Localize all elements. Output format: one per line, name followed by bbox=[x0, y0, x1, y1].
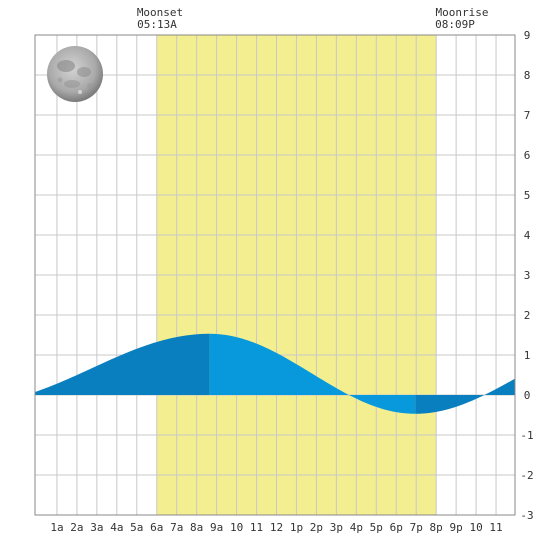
x-tick-label: 8a bbox=[190, 521, 203, 534]
y-tick-label: -2 bbox=[520, 469, 533, 482]
x-tick-label: 1a bbox=[50, 521, 63, 534]
y-tick-label: 4 bbox=[524, 229, 531, 242]
x-tick-label: 3a bbox=[90, 521, 103, 534]
x-tick-label: 9p bbox=[449, 521, 462, 534]
x-tick-label: 2p bbox=[310, 521, 323, 534]
tide-area-falling bbox=[209, 333, 416, 414]
moonrise-label: Moonrise bbox=[436, 6, 489, 19]
plot-frame bbox=[34, 34, 516, 516]
y-tick-label: 9 bbox=[524, 29, 531, 42]
y-tick-labels: -3 -2 -1 0 1 2 3 4 5 6 7 8 9 bbox=[520, 29, 533, 522]
y-tick-label: -3 bbox=[520, 509, 533, 522]
x-tick-label: 4p bbox=[350, 521, 363, 534]
y-tick-label: 1 bbox=[524, 349, 531, 362]
x-tick-label: 10 bbox=[469, 521, 482, 534]
moonrise-time: 08:09P bbox=[435, 18, 475, 31]
moonset-label: Moonset bbox=[137, 6, 183, 19]
x-tick-label: 5a bbox=[130, 521, 143, 534]
x-tick-label: 9a bbox=[210, 521, 223, 534]
x-tick-label: 4a bbox=[110, 521, 123, 534]
x-tick-label: 8p bbox=[430, 521, 443, 534]
y-tick-label: 0 bbox=[524, 389, 531, 402]
x-tick-label: 6p bbox=[390, 521, 403, 534]
grid bbox=[35, 35, 515, 515]
x-tick-label: 12 bbox=[270, 521, 283, 534]
y-tick-label: 7 bbox=[524, 109, 531, 122]
full-moon-icon bbox=[47, 46, 103, 102]
x-tick-label: 11 bbox=[489, 521, 502, 534]
x-tick-label: 5p bbox=[370, 521, 383, 534]
x-tick-label: 6a bbox=[150, 521, 163, 534]
y-tick-label: -1 bbox=[520, 429, 533, 442]
x-tick-label: 10 bbox=[230, 521, 243, 534]
x-tick-label: 2a bbox=[70, 521, 83, 534]
x-tick-label: 3p bbox=[330, 521, 343, 534]
y-tick-label: 6 bbox=[524, 149, 531, 162]
y-tick-label: 2 bbox=[524, 309, 531, 322]
tide-area-rising-2 bbox=[415, 378, 515, 414]
tide-area bbox=[35, 333, 515, 414]
x-tick-labels: 1a 2a 3a 4a 5a 6a 7a 8a 9a 10 11 12 1p 2p 3p 4p 5p 6p 7p 8p… bbox=[50, 521, 502, 534]
tide-area-rising-1 bbox=[35, 333, 210, 395]
x-tick-label: 11 bbox=[250, 521, 263, 534]
x-tick-label: 7p bbox=[410, 521, 423, 534]
x-tick-label: 1p bbox=[290, 521, 303, 534]
moonset-time: 05:13A bbox=[137, 18, 177, 31]
y-tick-label: 8 bbox=[524, 69, 531, 82]
y-tick-label: 5 bbox=[524, 189, 531, 202]
y-tick-label: 3 bbox=[524, 269, 531, 282]
x-tick-label: 7a bbox=[170, 521, 183, 534]
